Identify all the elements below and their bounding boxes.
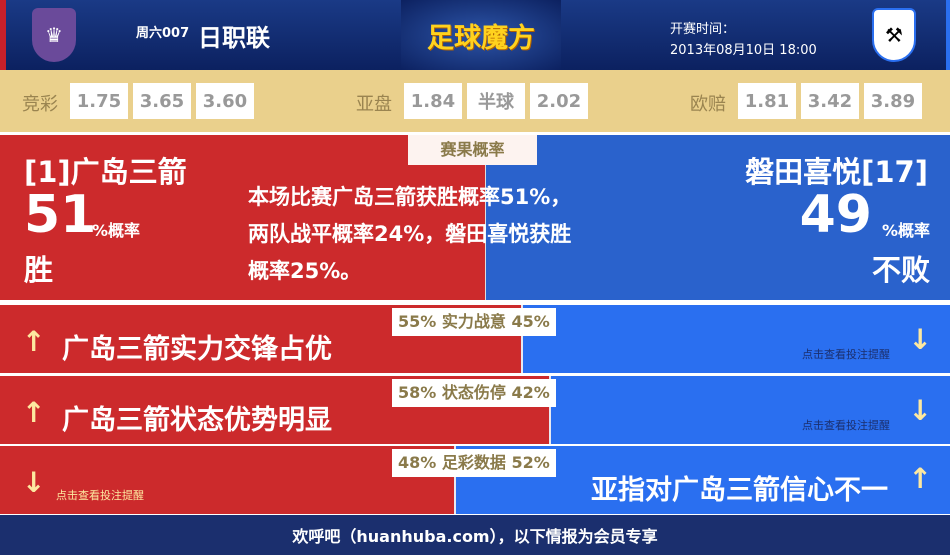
oupei-odd: 1.81	[738, 83, 796, 119]
yapan-handicap: 半球	[467, 83, 525, 119]
away-pct-unit: %概率	[881, 221, 930, 240]
away-pct: 49	[799, 185, 872, 245]
analysis-row[interactable]: 55% 实力战意 45% ↑ 广岛三箭实力交锋占优 点击查看投注提醒 ↓	[0, 305, 950, 373]
down-arrow-icon[interactable]: ↓	[908, 323, 932, 356]
yapan-label: 亚盘	[356, 94, 392, 115]
betting-tip-link[interactable]: 点击查看投注提醒	[802, 348, 890, 361]
home-pct-unit: %概率	[92, 221, 141, 240]
home-result: 胜	[24, 253, 54, 287]
summary-line: 两队战平概率24%，磐田喜悦获胜	[248, 222, 572, 246]
oupei-label: 欧赔	[690, 94, 726, 115]
kickoff-label: 开赛时间：	[670, 22, 736, 37]
up-arrow-icon: ↑	[908, 462, 932, 495]
brand-logo: 足球魔方	[401, 0, 561, 70]
member-banner[interactable]: 欢呼吧（huanhuba.com），以下情报为会员专享	[0, 515, 950, 555]
oupei-odd: 3.89	[864, 83, 922, 119]
away-result: 不败	[871, 253, 930, 287]
oupei-odd: 3.42	[801, 83, 859, 119]
up-arrow-icon: ↑	[22, 325, 46, 358]
row-conclusion: 广岛三箭状态优势明显	[62, 405, 332, 436]
row-label: 48% 足彩数据 52%	[392, 449, 556, 477]
home-prob-fill	[0, 135, 485, 300]
tab-result-probability[interactable]: 赛果概率	[408, 135, 537, 165]
kickoff-time: 2013年08月10日 18:00	[670, 43, 817, 58]
home-share-bar	[0, 446, 456, 514]
analysis-row[interactable]: 48% 足彩数据 52% ↓ 点击查看投注提醒 亚指对广岛三箭信心不一 ↑	[0, 446, 950, 514]
row-conclusion: 亚指对广岛三箭信心不一	[591, 475, 888, 506]
result-probability-panel: 赛果概率 [1]广岛三箭 51 %概率 胜 本场比赛广岛三箭获胜概率51%， 两…	[0, 135, 950, 300]
row-label: 55% 实力战意 45%	[392, 308, 556, 336]
betting-tip-link[interactable]: 点击查看投注提醒	[56, 489, 144, 502]
summary-line: 本场比赛广岛三箭获胜概率51%，	[248, 185, 572, 209]
home-win-pct: 51	[24, 185, 97, 245]
league-name: 日职联	[198, 24, 270, 52]
away-team-name: 磐田喜悦[17]	[745, 155, 928, 189]
row-conclusion: 广岛三箭实力交锋占优	[62, 334, 332, 365]
probability-summary: 本场比赛广岛三箭获胜概率51%， 两队战平概率24%，磐田喜悦获胜 概率25%。	[248, 179, 571, 290]
match-number: 周六007	[136, 26, 190, 41]
jingcai-label: 竞彩	[22, 94, 58, 115]
down-arrow-icon[interactable]: ↓	[908, 394, 932, 427]
summary-line: 概率25%。	[248, 259, 362, 283]
away-prob-fill	[485, 135, 950, 300]
up-arrow-icon: ↑	[22, 396, 46, 429]
betting-tip-link[interactable]: 点击查看投注提醒	[802, 419, 890, 432]
row-label: 58% 状态伤停 42%	[392, 379, 556, 407]
analysis-row[interactable]: 58% 状态伤停 42% ↑ 广岛三箭状态优势明显 点击查看投注提醒 ↓	[0, 376, 950, 444]
home-team-logo: ♛	[32, 8, 76, 62]
jingcai-odd: 3.65	[133, 83, 191, 119]
away-team-logo: ⚒	[872, 8, 916, 62]
jingcai-odd: 1.75	[70, 83, 128, 119]
yapan-odd: 1.84	[404, 83, 462, 119]
home-team-name: [1]广岛三箭	[24, 155, 187, 189]
jingcai-odd: 3.60	[196, 83, 254, 119]
yapan-odd: 2.02	[530, 83, 588, 119]
down-arrow-icon[interactable]: ↓	[22, 466, 46, 499]
odds-bar: 竞彩 1.75 3.65 3.60 亚盘 1.84 半球 2.02 欧赔 1.8…	[0, 70, 950, 132]
match-header: ♛ 周六007 日职联 足球魔方 开赛时间： 2013年08月10日 18:00…	[0, 0, 950, 70]
